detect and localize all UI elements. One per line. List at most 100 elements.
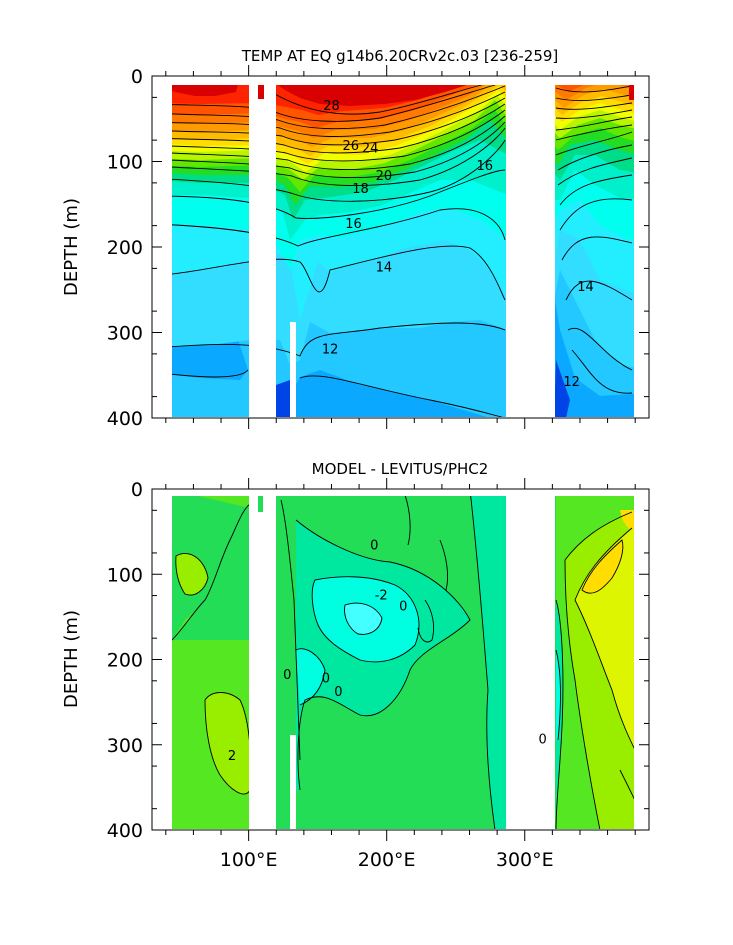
contour-label: 0 <box>334 685 342 700</box>
temp-contour-line <box>555 116 633 131</box>
temp-contour-line <box>557 157 633 186</box>
temp-contour-line <box>152 208 506 247</box>
temp-red-nub-east <box>629 85 634 100</box>
temp-contour-line <box>152 139 506 202</box>
temp-axes: 0 100 200 300 400 <box>107 65 649 430</box>
temp-contour-line <box>152 322 506 357</box>
temp-mask-gap-2 <box>506 76 555 418</box>
y-tick-label: 300 <box>107 735 143 757</box>
diff-y-axis-label: DEPTH (m) <box>61 610 82 708</box>
diff-green-nub <box>258 496 263 512</box>
diff-band-1b <box>175 553 208 596</box>
diff-contour-line <box>439 539 449 591</box>
temp-contour-line <box>555 102 633 110</box>
temp-contour-line <box>555 109 633 119</box>
temp-contour-line <box>152 81 506 122</box>
contour-label: 26 <box>343 139 360 154</box>
temp-contour-line <box>152 103 506 154</box>
diff-band-neg3 <box>344 603 382 635</box>
temp-contour-line <box>152 91 506 137</box>
diff-band-east-3 <box>582 540 623 594</box>
temp-contour-line <box>559 174 633 206</box>
diff-mask-top <box>152 489 649 496</box>
temp-contour-line <box>555 94 633 102</box>
temp-contour-line <box>555 124 633 141</box>
contour-label: 20 <box>376 169 393 184</box>
diff-contour-line <box>555 649 561 741</box>
temp-red-nub <box>258 85 264 99</box>
contour-label: 14 <box>577 280 594 295</box>
temperature-panel: TEMP AT EQ g14b6.20CRv2c.03 [236-259] <box>61 47 650 430</box>
diff-band-neg2-bulge <box>296 648 325 705</box>
x-tick-label: 200°E <box>358 849 416 871</box>
diff-contour-line <box>344 602 383 635</box>
y-tick-label: 200 <box>107 237 143 259</box>
contour-label: 2 <box>228 749 236 764</box>
temp-contour-line <box>555 131 633 156</box>
temp-contour-line <box>152 127 506 186</box>
temp-contour-line <box>559 198 633 231</box>
contour-label: 0 <box>539 733 547 748</box>
temp-contour-line <box>261 79 501 115</box>
diff-contour-line <box>564 559 601 829</box>
temp-contour-line <box>152 85 506 130</box>
x-tick-label: 100°E <box>220 849 278 871</box>
temp-contour-line <box>561 236 633 261</box>
temp-contour-line <box>555 85 633 93</box>
y-tick-label: 0 <box>131 479 143 501</box>
diff-contour-line <box>555 599 564 829</box>
temp-contour-labels: 28 26 24 20 18 16 16 14 14 12 12 <box>322 99 594 390</box>
contour-label: 24 <box>362 142 379 157</box>
y-tick-label: 100 <box>107 152 143 174</box>
y-tick-label: 100 <box>107 564 143 586</box>
temp-mask-top <box>152 76 649 85</box>
temp-mask-gap-1 <box>249 76 276 418</box>
contour-label: 12 <box>563 375 580 390</box>
contour-label: 16 <box>476 159 493 174</box>
diff-contour-line <box>574 599 641 761</box>
diff-mask-sliver <box>290 735 296 830</box>
x-tick-label: 300°E <box>496 849 554 871</box>
diff-band-west-neg <box>172 504 250 640</box>
diff-contour-line <box>171 503 251 641</box>
diff-band-neg-east-strip <box>470 490 506 829</box>
temp-contour-line <box>152 169 506 219</box>
contour-label: 0 <box>370 538 378 553</box>
diff-contour-line <box>280 499 301 761</box>
diff-contour-line <box>417 599 435 643</box>
diff-band-1a <box>205 692 251 795</box>
contour-label: -2 <box>375 589 388 604</box>
temp-contour-line <box>557 144 633 171</box>
y-tick-label: 0 <box>131 66 143 88</box>
temp-contour-field <box>152 77 649 417</box>
contour-label: 28 <box>323 99 340 114</box>
difference-panel: MODEL - LEVITUS/PHC2 <box>61 460 650 871</box>
diff-contour-line <box>404 494 411 546</box>
temp-contour-line <box>299 375 504 417</box>
temp-band-10-b <box>554 360 570 417</box>
contour-label: 12 <box>322 343 339 358</box>
temp-contour-line <box>567 327 633 371</box>
diff-contour-line <box>574 527 633 601</box>
diff-mask-gap-1 <box>249 489 276 830</box>
diff-band-east-top3 <box>620 510 634 530</box>
contour-label: 0 <box>283 668 291 683</box>
diff-contour-line <box>581 539 624 594</box>
diff-contour-line <box>469 490 496 829</box>
temp-contour-line <box>565 280 633 301</box>
diff-contour-line <box>295 648 326 706</box>
contour-label: 0 <box>322 671 330 686</box>
temp-y-axis-label: DEPTH (m) <box>61 198 82 296</box>
contour-label: 0 <box>399 600 407 615</box>
temp-contour-line <box>571 349 633 394</box>
diff-contour-line <box>295 519 471 791</box>
diff-contour-line <box>175 553 209 596</box>
diff-panel-title: MODEL - LEVITUS/PHC2 <box>312 460 489 478</box>
y-tick-label: 200 <box>107 650 143 672</box>
diff-contour-line <box>311 576 420 663</box>
temp-contour-line <box>152 109 506 162</box>
temp-contour-line <box>152 115 506 170</box>
y-tick-label: 400 <box>107 408 143 430</box>
